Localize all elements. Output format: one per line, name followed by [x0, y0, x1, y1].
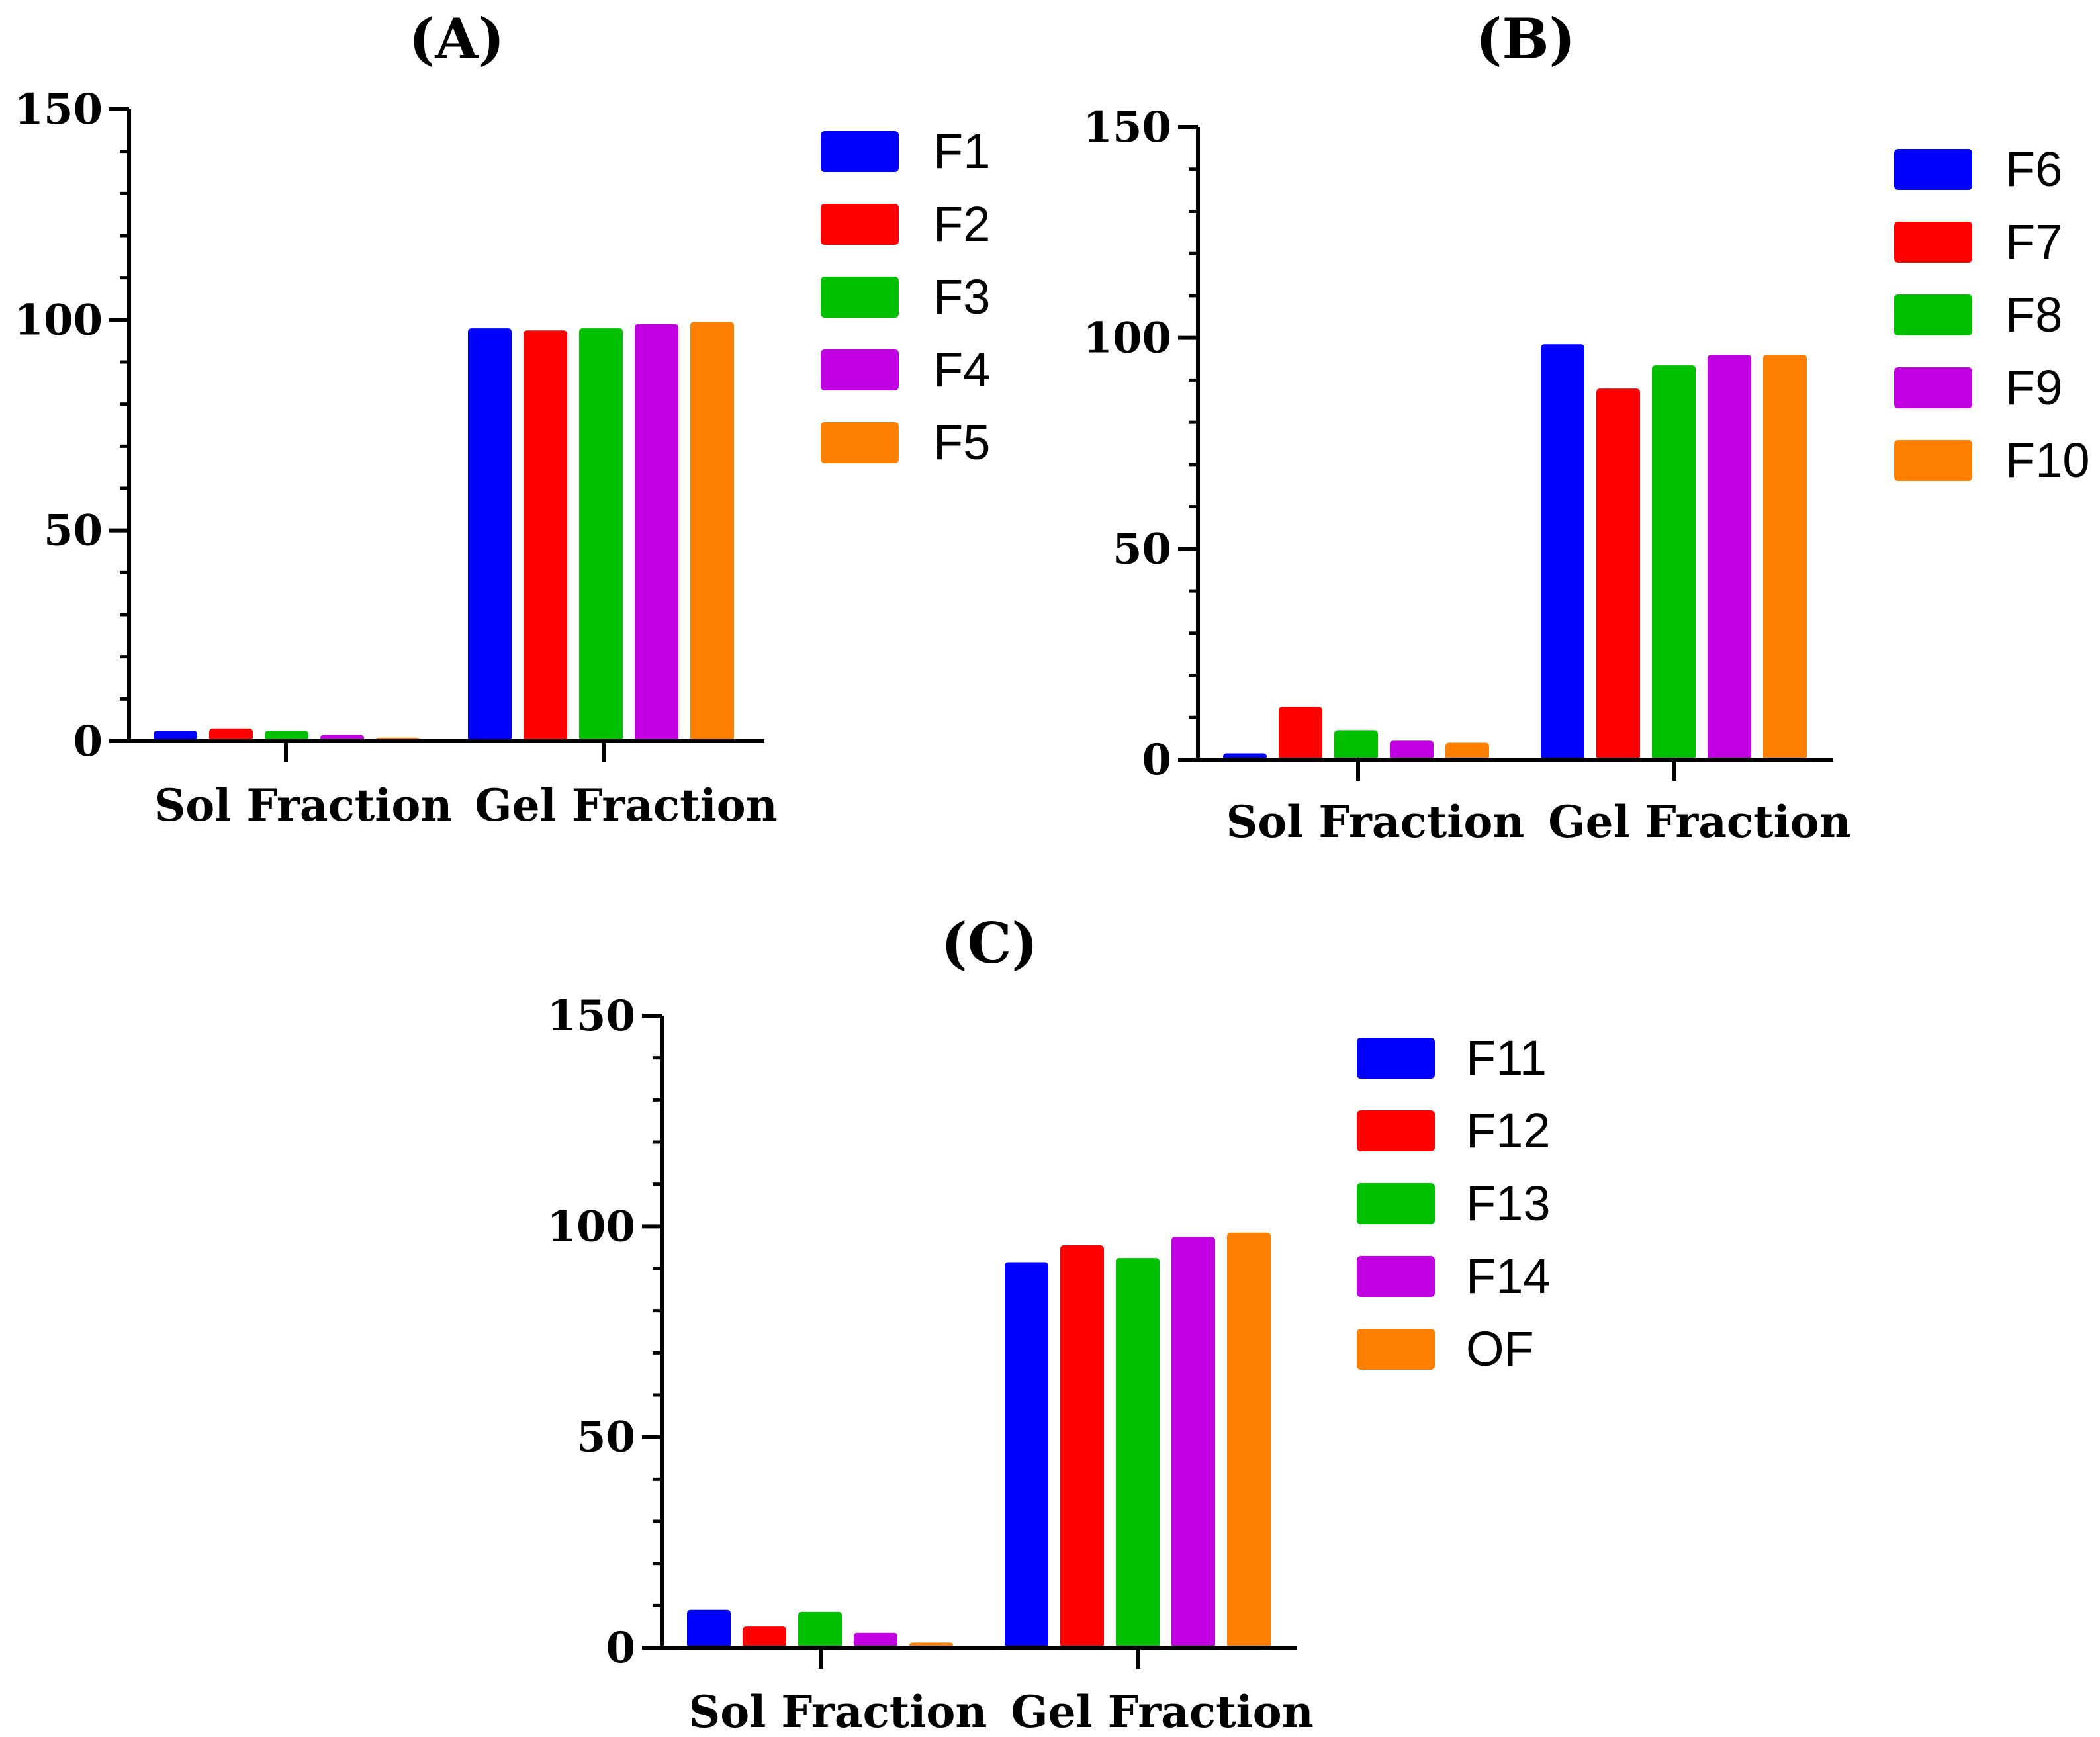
- x-category-label: Gel Fraction: [475, 779, 777, 831]
- y-tick-label: 0: [606, 1623, 635, 1673]
- chart-panel-2: (B) 0 50 100 150 Sol Fraction Gel Fraction F6 F7…: [1083, 6, 2089, 848]
- bar-f11-sol-fraction: [687, 1609, 731, 1648]
- y-tick-label: 150: [1083, 103, 1171, 152]
- y-tick-label: 50: [44, 506, 103, 556]
- bar-f4-gel-fraction: [635, 324, 678, 741]
- legend-label-f8: F8: [2005, 287, 2062, 342]
- legend-label-f6: F6: [2005, 142, 2062, 197]
- y-tick-label: 50: [1113, 524, 1171, 574]
- legend-swatch-f9: [1894, 367, 1972, 408]
- legend-swatch-of: [1357, 1329, 1435, 1370]
- bar-f10-gel-fraction: [1763, 355, 1807, 760]
- bar-f13-gel-fraction: [1116, 1258, 1160, 1648]
- panel-title: (A): [409, 6, 505, 71]
- legend-swatch-f3: [821, 277, 899, 318]
- bar-f10-sol-fraction: [1445, 742, 1489, 760]
- bar-f9-gel-fraction: [1708, 355, 1751, 760]
- legend-label-f1: F1: [933, 124, 990, 179]
- bar-f14-gel-fraction: [1171, 1237, 1215, 1648]
- bar-f1-gel-fraction: [468, 328, 512, 742]
- x-category-label: Gel Fraction: [1548, 796, 1850, 848]
- x-category-label: Sol Fraction: [689, 1686, 987, 1737]
- bar-f1-sol-fraction: [154, 731, 197, 741]
- y-tick-label: 0: [73, 717, 103, 766]
- bar-of-gel-fraction: [1227, 1232, 1271, 1648]
- legend-swatch-f12: [1357, 1110, 1435, 1151]
- panel-title: (C): [941, 911, 1038, 976]
- legend-label-f2: F2: [933, 197, 990, 251]
- bar-f3-gel-fraction: [579, 328, 623, 742]
- legend-swatch-f10: [1894, 440, 1972, 481]
- x-category-label: Sol Fraction: [1226, 796, 1525, 848]
- legend-swatch-f5: [821, 422, 899, 463]
- legend-label-f5: F5: [933, 415, 990, 470]
- bar-f13-sol-fraction: [798, 1611, 842, 1648]
- legend-swatch-f14: [1357, 1256, 1435, 1297]
- chart-panel-1: (A) 0 50 100 150 Sol Fraction Gel Fraction F1 F2…: [14, 6, 990, 831]
- x-category-label: Sol Fraction: [154, 779, 453, 831]
- legend-swatch-f2: [821, 204, 899, 245]
- y-tick-label: 100: [547, 1202, 635, 1251]
- chart-panel-3: (C) 0 50 100 150 Sol Fraction Gel Fraction F11 F…: [547, 911, 1550, 1737]
- y-tick-label: 150: [547, 991, 635, 1041]
- bar-f7-sol-fraction: [1279, 707, 1322, 760]
- bar-f3-sol-fraction: [265, 731, 308, 741]
- legend-label-f7: F7: [2005, 214, 2062, 269]
- bar-f7-gel-fraction: [1596, 388, 1640, 760]
- legend-swatch-f7: [1894, 222, 1972, 263]
- legend-swatch-f13: [1357, 1183, 1435, 1224]
- bar-f14-sol-fraction: [854, 1632, 897, 1648]
- legend-label-f13: F13: [1466, 1176, 1551, 1231]
- legend-label-f11: F11: [1466, 1030, 1547, 1085]
- legend-label-f14: F14: [1466, 1249, 1551, 1304]
- bar-f6-gel-fraction: [1541, 344, 1584, 760]
- y-tick-label: 100: [14, 295, 103, 345]
- legend-label-f10: F10: [2005, 433, 2090, 488]
- legend-label-f3: F3: [933, 269, 990, 324]
- legend-swatch-f11: [1357, 1038, 1435, 1079]
- legend-label-f9: F9: [2005, 360, 2062, 415]
- bar-f8-gel-fraction: [1652, 365, 1696, 760]
- legend-label-f12: F12: [1466, 1103, 1551, 1158]
- legend-swatch-f6: [1894, 149, 1972, 190]
- legend-label-of: OF: [1466, 1321, 1534, 1376]
- y-tick-label: 150: [14, 85, 103, 134]
- bar-f12-gel-fraction: [1060, 1245, 1104, 1648]
- y-tick-label: 100: [1083, 314, 1171, 363]
- y-tick-label: 50: [576, 1413, 635, 1462]
- legend-swatch-f8: [1894, 294, 1972, 335]
- bar-f2-sol-fraction: [209, 728, 253, 741]
- panel-title: (B): [1476, 6, 1576, 71]
- bar-f9-sol-fraction: [1390, 740, 1434, 760]
- legend-swatch-f4: [821, 349, 899, 390]
- x-category-label: Gel Fraction: [1011, 1686, 1313, 1737]
- legend-swatch-f1: [821, 131, 899, 172]
- y-tick-label: 0: [1142, 735, 1171, 785]
- legend-label-f4: F4: [933, 342, 990, 397]
- bar-f11-gel-fraction: [1005, 1262, 1048, 1648]
- bar-f8-sol-fraction: [1334, 730, 1378, 760]
- bar-f2-gel-fraction: [524, 330, 567, 741]
- bar-f5-gel-fraction: [690, 322, 734, 741]
- bar-f12-sol-fraction: [743, 1626, 786, 1648]
